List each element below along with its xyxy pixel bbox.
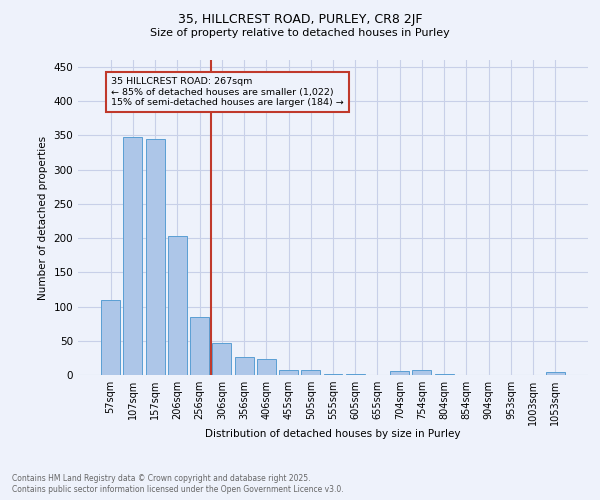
Bar — [257, 359, 276, 375]
Bar — [435, 374, 454, 375]
Text: Size of property relative to detached houses in Purley: Size of property relative to detached ho… — [150, 28, 450, 38]
Bar — [279, 370, 298, 375]
Bar — [146, 140, 164, 375]
Bar — [412, 370, 431, 375]
Bar — [212, 343, 231, 375]
Bar — [390, 371, 409, 375]
Bar — [124, 136, 142, 375]
Bar — [301, 370, 320, 375]
X-axis label: Distribution of detached houses by size in Purley: Distribution of detached houses by size … — [205, 430, 461, 440]
Y-axis label: Number of detached properties: Number of detached properties — [38, 136, 48, 300]
Text: 35 HILLCREST ROAD: 267sqm
← 85% of detached houses are smaller (1,022)
15% of se: 35 HILLCREST ROAD: 267sqm ← 85% of detac… — [111, 77, 344, 107]
Bar — [168, 236, 187, 375]
Text: Contains HM Land Registry data © Crown copyright and database right 2025.
Contai: Contains HM Land Registry data © Crown c… — [12, 474, 344, 494]
Bar — [101, 300, 120, 375]
Bar — [235, 357, 254, 375]
Bar — [346, 374, 365, 375]
Bar — [546, 372, 565, 375]
Text: 35, HILLCREST ROAD, PURLEY, CR8 2JF: 35, HILLCREST ROAD, PURLEY, CR8 2JF — [178, 12, 422, 26]
Bar — [323, 374, 343, 375]
Bar — [190, 317, 209, 375]
